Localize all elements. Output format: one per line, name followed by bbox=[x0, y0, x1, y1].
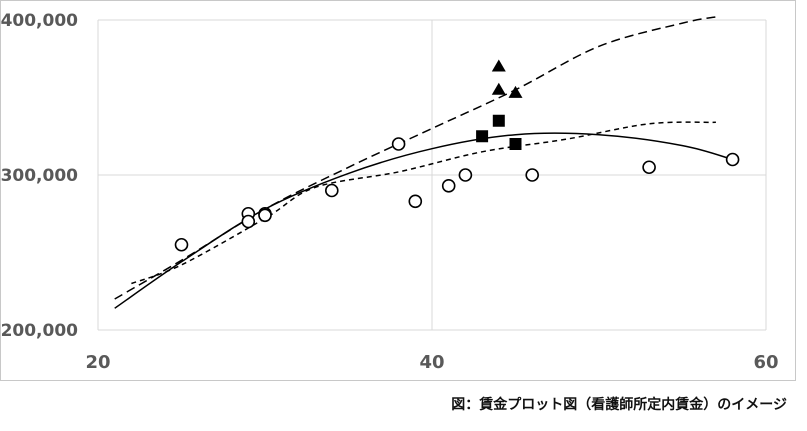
circle-point bbox=[441, 179, 456, 193]
triangle-point bbox=[508, 85, 523, 98]
x-tick-label: 40 bbox=[419, 352, 444, 373]
x-tick-label: 20 bbox=[85, 352, 110, 373]
circle-point bbox=[241, 214, 256, 229]
dotted-trend-curve bbox=[131, 121, 716, 285]
circle-point bbox=[642, 160, 656, 175]
circle-point bbox=[525, 168, 540, 182]
circle-point bbox=[458, 168, 473, 182]
square-point bbox=[509, 138, 522, 150]
triangle-point bbox=[491, 82, 506, 95]
triangle-point bbox=[491, 59, 506, 72]
square-point bbox=[492, 114, 505, 127]
circle-point bbox=[174, 237, 189, 252]
circle-point bbox=[258, 208, 272, 223]
circle-point bbox=[391, 137, 406, 151]
trend-curves bbox=[114, 16, 733, 309]
x-tick-label: 60 bbox=[753, 352, 778, 373]
axis-tick-labels: 200,000 300,000 400,000 20 40 60 bbox=[1, 11, 779, 373]
figure-caption: 図：賃金プロット図（看護師所定内賃金）のイメージ bbox=[451, 397, 787, 413]
chart-outer-border bbox=[0, 0, 796, 381]
grid-lines bbox=[97, 19, 767, 331]
y-tick-label: 400,000 bbox=[1, 11, 79, 31]
data-points bbox=[174, 59, 740, 252]
circle-point bbox=[725, 152, 740, 167]
circle-point bbox=[324, 183, 339, 198]
square-point bbox=[476, 130, 489, 143]
y-tick-label: 300,000 bbox=[1, 166, 79, 186]
y-tick-label: 200,000 bbox=[1, 321, 79, 341]
circle-point bbox=[408, 194, 423, 209]
solid-trend-curve bbox=[114, 132, 733, 309]
